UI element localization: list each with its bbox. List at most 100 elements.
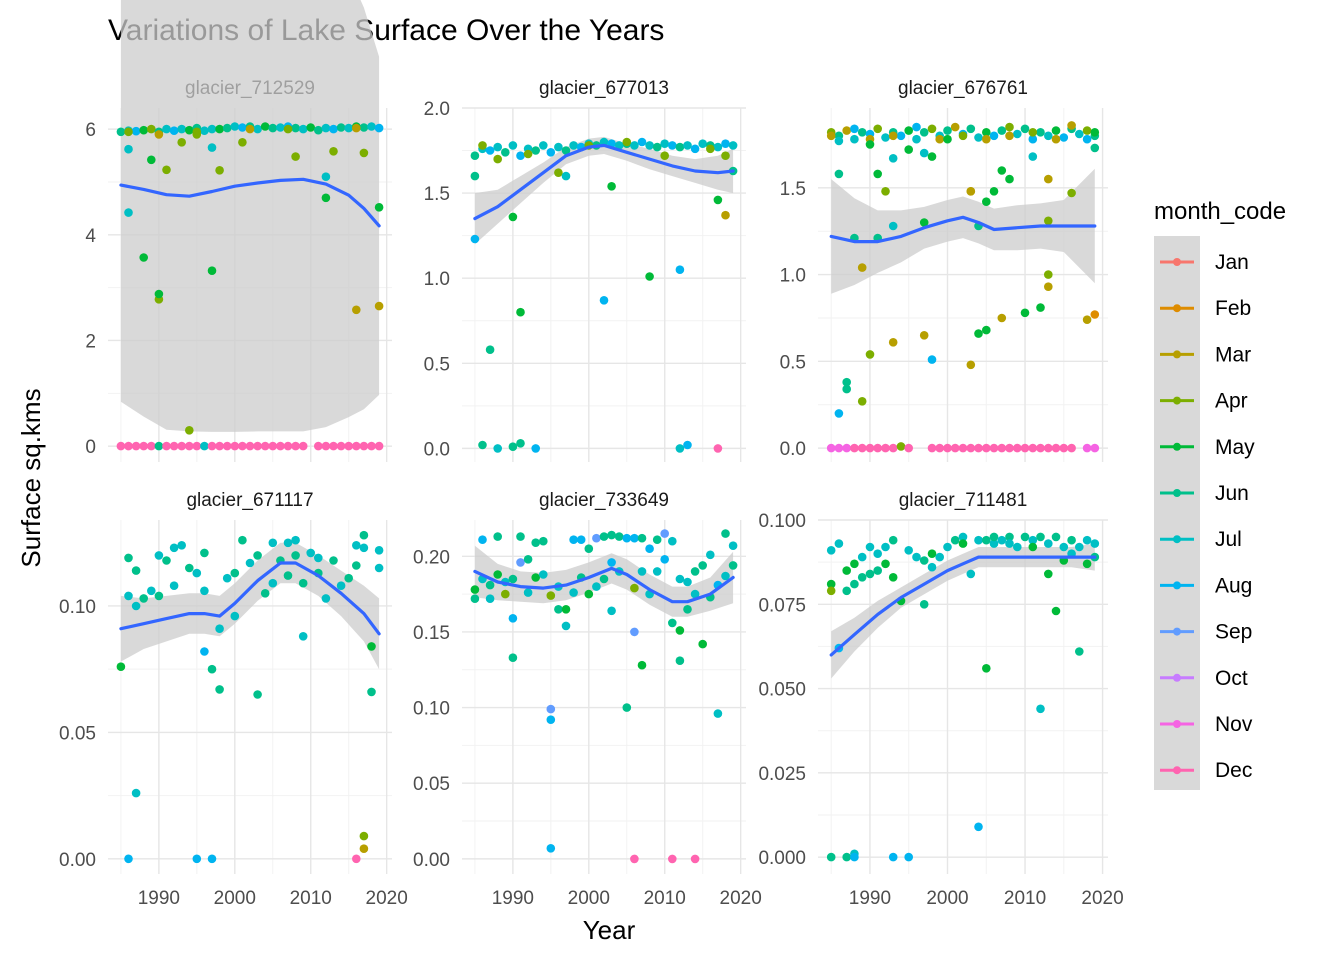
facet-panel: glacier_7125290246 <box>85 0 392 462</box>
data-point <box>546 591 556 600</box>
data-point <box>1005 532 1014 542</box>
data-point <box>576 535 586 544</box>
data-point <box>919 600 929 609</box>
data-point <box>124 854 133 864</box>
data-point <box>569 141 578 150</box>
data-point <box>607 606 616 616</box>
data-point <box>207 124 217 134</box>
data-point <box>1090 310 1100 319</box>
data-point <box>927 124 937 134</box>
data-point <box>1028 152 1038 161</box>
data-point <box>374 441 384 451</box>
data-point <box>1051 443 1061 453</box>
data-point <box>943 126 952 135</box>
smooth-line <box>473 566 735 604</box>
data-point <box>881 443 890 453</box>
data-point <box>826 586 836 596</box>
data-point <box>207 266 217 276</box>
data-point <box>857 397 867 406</box>
data-point <box>238 138 247 147</box>
data-point <box>139 125 148 135</box>
data-point <box>344 573 354 583</box>
data-point <box>222 441 232 451</box>
data-point <box>306 548 316 558</box>
data-point <box>826 443 836 453</box>
data-point <box>675 626 685 635</box>
data-point <box>950 443 960 453</box>
data-point <box>493 142 503 152</box>
data-point <box>238 123 247 132</box>
data-point <box>943 542 952 552</box>
data-point <box>131 788 141 798</box>
data-point <box>706 550 715 560</box>
data-point <box>162 165 171 175</box>
data-point <box>826 852 836 862</box>
data-point <box>116 441 126 451</box>
data-point <box>857 552 867 562</box>
data-point <box>162 441 171 451</box>
data-point <box>154 441 164 451</box>
data-point <box>276 123 285 132</box>
data-point <box>516 532 525 541</box>
legend-title: month_code <box>1154 198 1286 225</box>
data-point <box>1005 131 1014 141</box>
data-point <box>554 605 563 614</box>
data-point <box>215 624 224 633</box>
y-tick-label: 1.5 <box>424 184 450 205</box>
data-point <box>485 345 495 355</box>
data-point <box>508 212 518 222</box>
data-point <box>690 567 700 576</box>
data-point <box>850 559 859 569</box>
legend-key-point <box>1173 535 1181 544</box>
facet-strip-label: glacier_733649 <box>539 490 669 511</box>
data-point <box>842 384 851 394</box>
data-point <box>162 124 171 134</box>
facet-strip-label: glacier_677013 <box>539 78 669 99</box>
data-point <box>215 124 224 134</box>
data-point <box>637 533 647 543</box>
data-point <box>721 210 730 220</box>
data-point <box>124 553 133 563</box>
data-point <box>888 154 898 163</box>
data-point <box>185 441 194 451</box>
data-point <box>1036 532 1045 542</box>
data-point <box>260 122 270 131</box>
data-point <box>919 128 929 137</box>
facet-panels: glacier_7125290246glacier_6770130.00.51.… <box>59 0 1124 909</box>
data-point <box>154 130 164 139</box>
data-point <box>352 541 361 550</box>
data-point <box>516 558 525 567</box>
legend-key-point <box>1173 350 1181 359</box>
legend-key-point <box>1173 489 1181 497</box>
data-point <box>1013 129 1022 139</box>
data-point <box>139 594 148 603</box>
y-tick-label: 0.100 <box>758 511 806 532</box>
data-point <box>245 558 255 568</box>
smooth-line <box>119 177 381 228</box>
data-point <box>943 443 952 453</box>
data-point <box>367 122 376 131</box>
data-point <box>865 569 875 579</box>
data-point <box>721 139 730 148</box>
data-point <box>904 443 913 453</box>
data-point <box>253 551 262 560</box>
legend-entry: Jun <box>1160 482 1249 505</box>
data-point <box>935 443 944 453</box>
x-tick-label: 2000 <box>568 888 610 909</box>
data-point <box>124 127 133 137</box>
legend-label: Aug <box>1215 574 1252 597</box>
data-point <box>222 123 232 133</box>
legend-label: Mar <box>1215 343 1251 366</box>
data-point <box>359 543 369 553</box>
data-point <box>554 168 563 177</box>
facet-panel: glacier_676761 0.0 0.5 1.0 1.5 <box>780 78 1108 462</box>
legend-entry: May <box>1160 436 1255 459</box>
y-tick-label: 0.00 <box>59 850 96 871</box>
data-point <box>260 589 270 598</box>
data-point <box>958 131 968 141</box>
y-tick-label: 0.10 <box>413 699 450 720</box>
data-point <box>728 541 738 550</box>
data-point <box>888 573 898 582</box>
data-point <box>344 123 354 133</box>
y-tick-label: 1.0 <box>780 266 806 287</box>
